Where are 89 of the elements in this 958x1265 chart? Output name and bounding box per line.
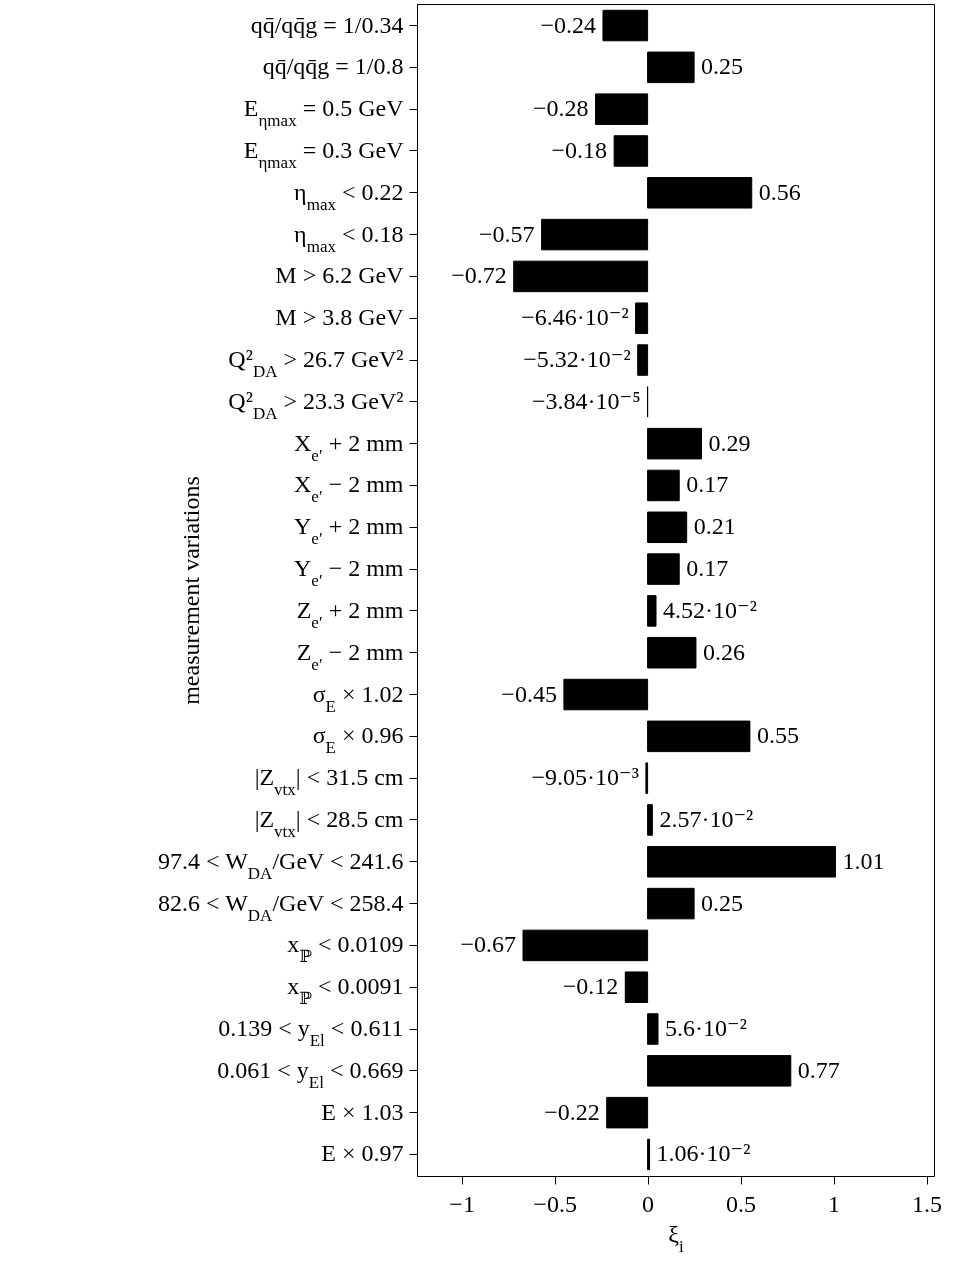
y-tick-label: E$_{ηmax}$ = 0.3 GeV: [243, 136, 405, 172]
bar: [522, 929, 649, 962]
bar: [595, 93, 649, 125]
bar: [647, 846, 836, 878]
data-label: 0.77: [797, 1056, 840, 1083]
y-tick-label: E × 0.97: [321, 1140, 404, 1167]
bar: [606, 1096, 649, 1129]
y-tick-label: M > 6.2 GeV: [275, 262, 405, 289]
bar: [647, 553, 680, 585]
y-tick-label: Z$_{e′}$ − 2 mm: [296, 638, 404, 674]
y-tick-label: X$_{e′}$ + 2 mm: [294, 429, 404, 465]
bar: [624, 971, 649, 1003]
data-label: −0.28: [532, 95, 589, 122]
y-tick-label: η$_{max}$ < 0.18: [294, 220, 404, 256]
data-label: −0.22: [544, 1098, 600, 1125]
y-tick-label: σ$_{E}$ × 1.02: [312, 680, 404, 716]
y-tick-label: 0.061 < y$_{El}$ < 0.669: [217, 1056, 404, 1092]
data-label: −0.45: [501, 680, 557, 707]
bar: [647, 720, 751, 753]
data-label: 1.06·10⁻²: [656, 1140, 751, 1167]
y-tick-label: |Z$_{vtx}$| < 31.5 cm: [254, 764, 404, 799]
data-label: 0.29: [708, 429, 751, 456]
x-tick-label: 0: [642, 1190, 655, 1217]
y-tick-label: x$_{ℙ}$ < 0.0109: [287, 931, 404, 966]
data-label: 4.52·10⁻²: [663, 596, 757, 623]
x-tick-label: −1: [449, 1190, 475, 1217]
data-label: 0.55: [756, 722, 799, 749]
bar: [647, 511, 688, 544]
data-label: 0.56: [758, 178, 801, 205]
bar: [647, 177, 753, 209]
data-label: −0.72: [451, 262, 507, 289]
x-tick-label: 1.5: [912, 1190, 943, 1217]
data-label: 1.01: [842, 847, 885, 874]
y-tick-label: qq̄/qq̄g = 1/0.34: [250, 11, 404, 38]
y-tick-label: Z$_{e′}$ + 2 mm: [296, 596, 404, 632]
y-tick-label: x$_{ℙ}$ < 0.0091: [287, 973, 404, 1008]
y-tick-label: 97.4 < W$_{DA}$/GeV < 241.6: [158, 847, 404, 883]
y-tick-label: 0.139 < y$_{El}$ < 0.611: [218, 1015, 404, 1050]
data-label: −0.24: [540, 11, 596, 38]
y-tick-label: |Z$_{vtx}$| < 28.5 cm: [254, 805, 404, 841]
bar: [635, 302, 649, 334]
data-label: −9.05·10⁻³: [531, 764, 639, 791]
y-tick-label: Q²$_{DA}$ > 26.7 GeV²: [228, 346, 404, 381]
data-label: −0.67: [460, 931, 516, 958]
x-axis-title: ξ$_{i}$: [668, 1220, 684, 1255]
data-label: −6.46·10⁻²: [521, 304, 629, 331]
bar: [647, 887, 695, 920]
bar: [541, 218, 649, 251]
data-label: 0.21: [693, 513, 736, 540]
bar: [647, 804, 653, 836]
y-tick-label: M > 3.8 GeV: [275, 304, 405, 331]
bar: [602, 9, 649, 42]
data-label: −0.18: [551, 136, 608, 163]
bar: [647, 469, 680, 502]
bar: [647, 595, 657, 627]
bar: [647, 1013, 659, 1045]
data-label: −5.32·10⁻²: [523, 346, 631, 373]
y-tick-label: E × 1.03: [321, 1098, 404, 1125]
y-tick-label: 82.6 < W$_{DA}$/GeV < 258.4: [158, 889, 404, 925]
y-tick-label: X$_{e′}$ − 2 mm: [294, 471, 404, 506]
bar: [647, 427, 703, 460]
data-label: 0.17: [686, 471, 729, 498]
y-tick-label: η$_{max}$ < 0.22: [294, 178, 404, 214]
bar: [647, 1055, 792, 1087]
data-label: 2.57·10⁻²: [659, 805, 754, 832]
data-label: 0.26: [702, 638, 745, 665]
bar: [563, 678, 649, 711]
bar: [647, 51, 695, 84]
y-tick-label: Y$_{e′}$ − 2 mm: [294, 555, 404, 590]
y-tick-label: Q²$_{DA}$ > 23.3 GeV²: [228, 387, 404, 423]
bar: [613, 135, 649, 167]
bar: [647, 636, 697, 669]
y-axis-title: measurement variations: [177, 476, 204, 705]
data-label: 0.25: [701, 53, 744, 80]
data-label: 0.25: [701, 889, 744, 916]
data-label: 0.17: [686, 555, 729, 582]
x-tick-label: 0.5: [726, 1190, 757, 1217]
x-tick-label: −0.5: [533, 1190, 577, 1217]
y-tick-label: Y$_{e′}$ + 2 mm: [294, 513, 404, 548]
y-tick-label: σ$_{E}$ × 0.96: [312, 722, 404, 757]
data-label: 5.6·10⁻²: [665, 1015, 747, 1042]
data-label: −0.12: [562, 973, 619, 1000]
bar: [637, 344, 649, 376]
x-tick-label: 1: [828, 1190, 841, 1217]
data-label: −0.57: [479, 220, 535, 247]
y-tick-label: E$_{ηmax}$ = 0.5 GeV: [243, 95, 405, 130]
data-label: −3.84·10⁻⁵: [532, 387, 641, 414]
y-tick-label: qq̄/qq̄g = 1/0.8: [262, 53, 404, 80]
bar: [513, 260, 649, 293]
